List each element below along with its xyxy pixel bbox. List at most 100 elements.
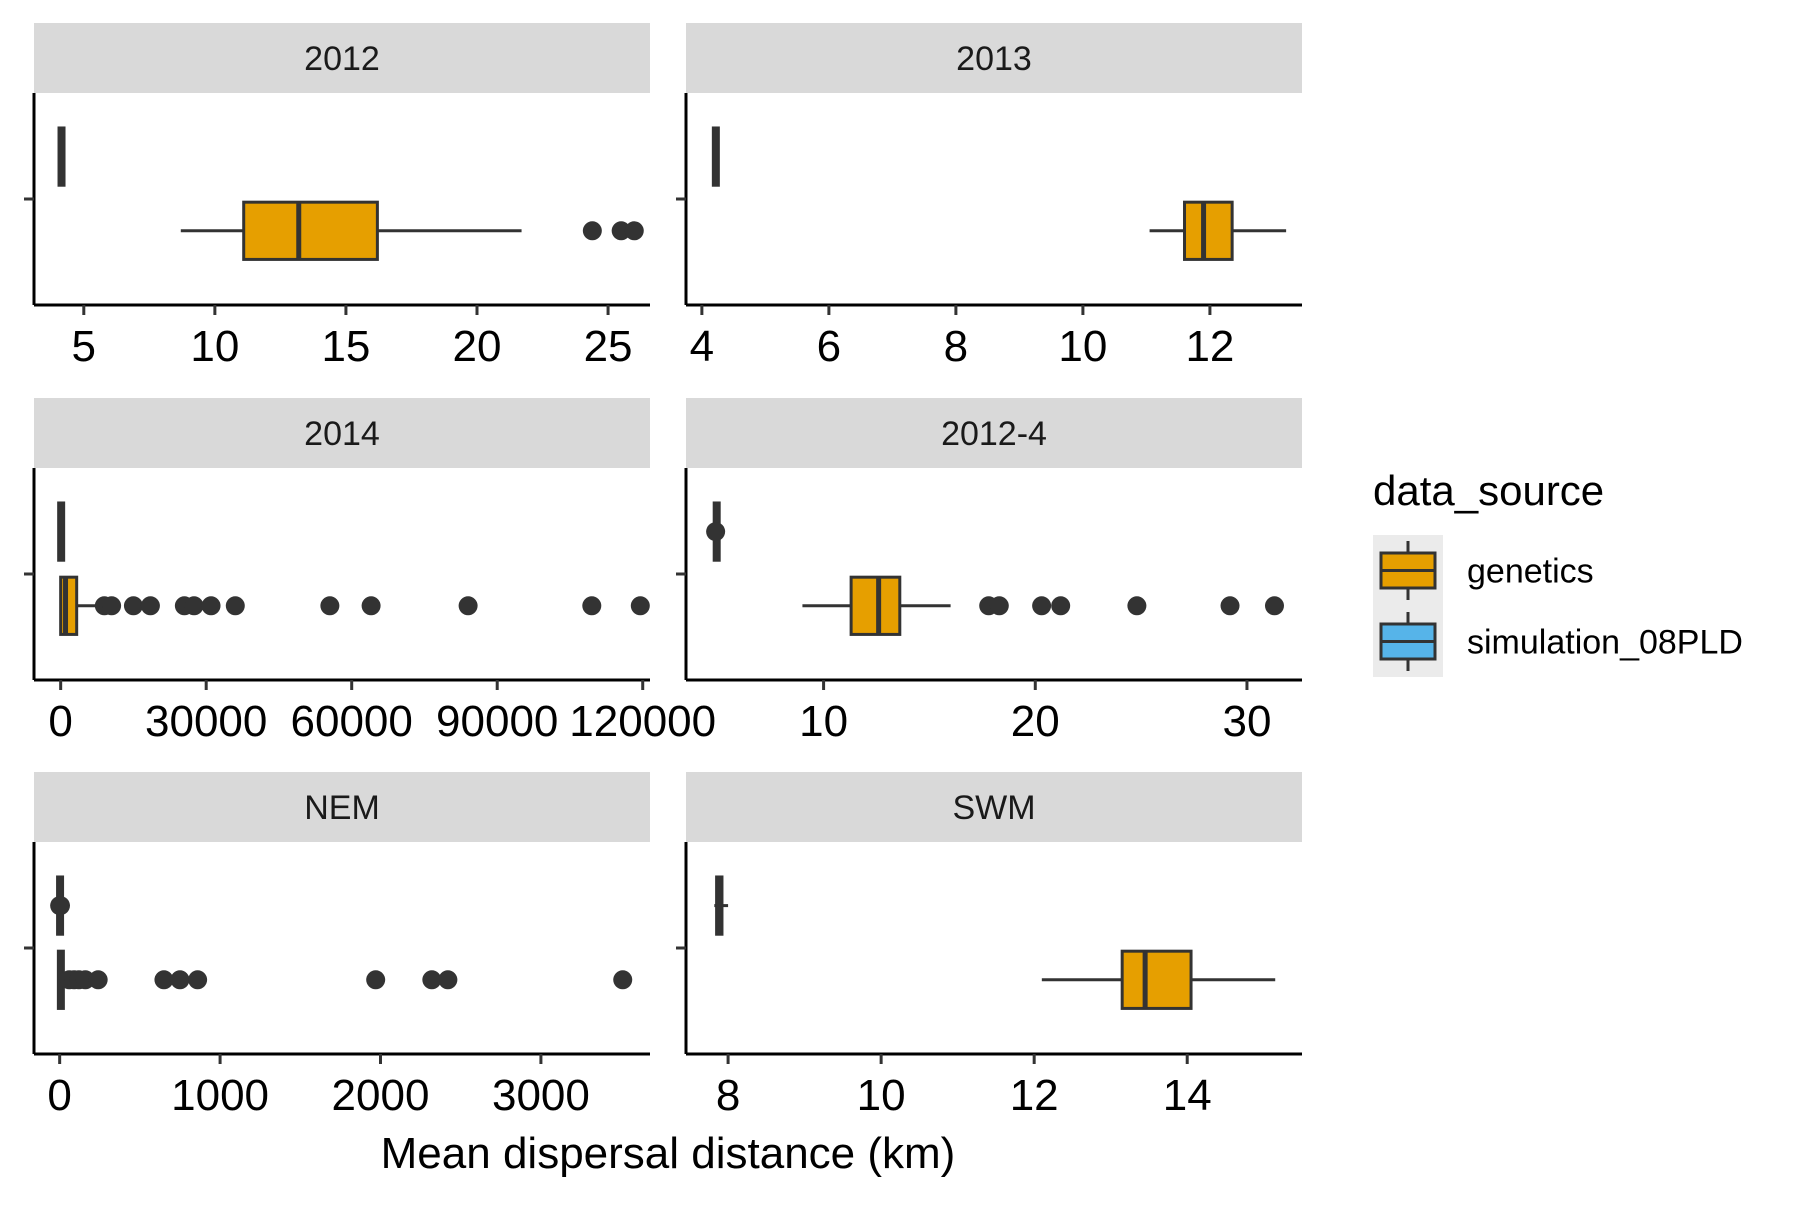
box-simulation_08PLD [706,501,726,562]
box-body [1183,200,1234,261]
legend-item-simulation_08PLD: simulation_08PLD [1373,606,1743,677]
facet-panel-2012-4: 2012-4 10 20 30 [676,398,1302,746]
facet-strip [686,23,1302,93]
x-tick-label: 15 [321,322,370,371]
x-tick-label: 60000 [291,697,413,746]
x-tick-label: 6 [817,322,841,371]
x-tick-label: 90000 [436,697,558,746]
outlier-point [366,970,386,990]
box-body [849,575,902,636]
outlier-point [102,596,122,616]
outlier-point [458,596,478,616]
x-tick-label: 10 [799,697,848,746]
outlier-point [184,596,204,616]
facet-strip-label: 2014 [304,415,380,453]
facet-strip-label: 2013 [956,40,1032,78]
box-body [242,200,379,261]
outlier-point [1127,596,1147,616]
box-genetics [180,200,644,261]
facet-strip-label: 2012-4 [941,415,1047,453]
facet-panel-2012: 2012 5 10 15 20 25 [24,23,650,371]
box-simulation_08PLD [711,126,720,187]
x-tick-label: 0 [47,1071,71,1120]
legend-label: genetics [1467,553,1594,591]
box-body [1120,949,1193,1010]
outlier-point [320,596,340,616]
facet-strip [34,772,650,842]
legend: data_source genetics simulation_08PLD [1373,467,1743,677]
box-genetics [59,575,650,636]
legend-title: data_source [1373,467,1604,514]
x-tick-label: 12 [1185,322,1234,371]
x-tick-label: 10 [190,322,239,371]
outlier-point [624,221,644,241]
facet-panel-2014: 2014 0 30000 60000 90000 120000 [24,398,716,746]
outlier-point [1051,596,1071,616]
outlier-point [630,596,650,616]
box-genetics [802,575,1284,636]
outlier-point [989,596,1009,616]
facet-strip [686,772,1302,842]
x-axis-title: Mean dispersal distance (km) [381,1129,956,1178]
outlier-point [582,596,602,616]
facet-strip-label: NEM [304,789,380,827]
facet-strip-label: SWM [952,789,1035,827]
facet-strip [34,23,650,93]
x-tick-label: 20 [1011,697,1060,746]
facet-panel-NEM: NEM 0 1000 2000 3000 [24,772,650,1120]
outlier-point [361,596,381,616]
outlier-point [88,970,108,990]
facet-panel-SWM: SWM 8 10 12 14 [676,772,1302,1120]
outlier-point [438,970,458,990]
outlier-point [582,221,602,241]
facet-panel-2013: 2013 4 6 8 10 12 [676,23,1302,371]
x-tick-label: 4 [690,322,714,371]
x-tick-label: 30000 [145,697,267,746]
box-genetics [1149,200,1287,261]
outlier-point [225,596,245,616]
box-genetics [1041,949,1276,1010]
x-tick-label: 30 [1222,697,1271,746]
x-tick-label: 1000 [171,1071,269,1120]
box-simulation_08PLD [714,875,729,936]
outlier-point [50,896,70,916]
outlier-point [123,596,143,616]
outlier-point [140,596,160,616]
outlier-point [188,970,208,990]
legend-label: simulation_08PLD [1467,624,1743,662]
outlier-point [1032,596,1052,616]
facet-strip [34,398,650,468]
x-tick-label: 120000 [569,697,716,746]
outlier-point [154,970,174,990]
facet-strip [686,398,1302,468]
x-tick-label: 8 [716,1071,740,1120]
x-tick-label: 2000 [332,1071,430,1120]
x-tick-label: 10 [1058,322,1107,371]
outlier-point [706,522,726,542]
outlier-point [422,970,442,990]
outlier-point [613,970,633,990]
x-tick-label: 8 [944,322,968,371]
box-genetics [56,949,633,1010]
x-tick-label: 25 [584,322,633,371]
box-simulation_08PLD [50,875,70,936]
x-tick-label: 12 [1010,1071,1059,1120]
legend-item-genetics: genetics [1373,535,1594,606]
facet-strip-label: 2012 [304,40,380,78]
x-tick-label: 5 [72,322,96,371]
x-tick-label: 3000 [492,1071,590,1120]
outlier-point [611,221,631,241]
box-simulation_08PLD [57,501,66,562]
x-tick-label: 14 [1163,1071,1212,1120]
outlier-point [170,970,190,990]
outlier-point [1220,596,1240,616]
x-tick-label: 0 [48,697,72,746]
x-tick-label: 10 [857,1071,906,1120]
outlier-point [1264,596,1284,616]
box-simulation_08PLD [57,126,66,187]
outlier-point [201,596,221,616]
x-tick-label: 20 [453,322,502,371]
